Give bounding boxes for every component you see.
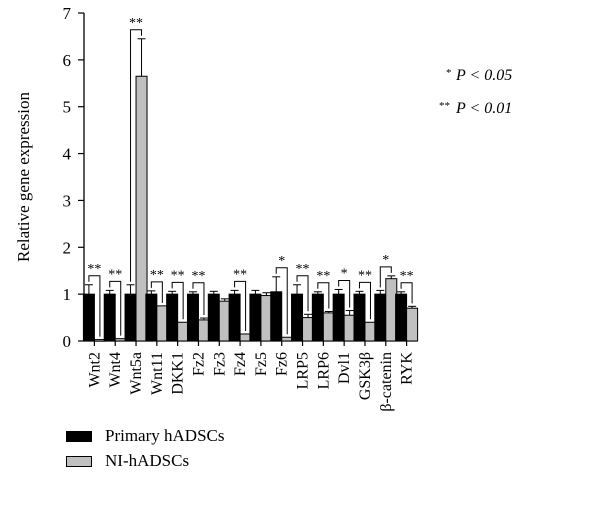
bar-primary (374, 293, 387, 342)
x-tick-label: Fz3 (211, 352, 228, 376)
x-tick-label: Wnt11 (149, 352, 166, 395)
significance-bracket (109, 280, 122, 336)
y-tick-label: 7 (63, 4, 72, 23)
y-tick-label: 0 (63, 332, 72, 351)
significance-note-p001: ** P < 0.01 (439, 100, 512, 117)
significance-bracket (171, 281, 184, 320)
significance-marker: ** (191, 269, 205, 284)
significance-bracket (400, 282, 413, 304)
bar-primary (249, 293, 262, 342)
significance-marker: ** (171, 268, 185, 283)
significance-marker: ** (150, 268, 164, 283)
x-tick-label: RYK (399, 352, 416, 385)
x-tick-label: β-catenin (378, 352, 395, 412)
bar-primary (103, 293, 116, 342)
significance-bracket (317, 282, 330, 309)
legend-item-primary: Primary hADSCs (66, 426, 224, 446)
significance-bracket (379, 266, 392, 288)
significance-marker: * (341, 266, 348, 281)
bar-primary (186, 293, 199, 342)
y-tick-label: 1 (63, 285, 72, 304)
significance-bracket (338, 279, 351, 308)
x-tick-label: Wnt4 (107, 352, 124, 388)
asterisk-symbol: * (446, 67, 452, 79)
x-tick-label: LRP5 (295, 352, 312, 389)
bar-primary (395, 293, 408, 342)
significance-bracket (88, 275, 101, 337)
bar-primary (270, 291, 283, 342)
x-tick-label: Fz5 (253, 352, 270, 376)
legend-item-ni: NI-hADSCs (66, 451, 189, 471)
y-tick-label: 6 (63, 51, 72, 70)
y-axis-label: Relative gene expression (14, 92, 33, 262)
x-tick-label: Dvl1 (336, 352, 353, 384)
legend-swatch-primary (66, 430, 92, 442)
p-value-text: P < 0.05 (455, 67, 512, 84)
significance-marker: ** (358, 268, 372, 283)
asterisk-symbol: ** (439, 100, 450, 112)
bar-primary (82, 293, 95, 342)
y-tick-label: 5 (63, 98, 72, 117)
significance-marker: ** (400, 269, 414, 284)
significance-bracket (275, 267, 288, 335)
bar-primary (291, 293, 304, 342)
bar-primary (332, 293, 345, 342)
x-tick-label: LRP6 (315, 352, 332, 389)
legend-label-ni: NI-hADSCs (105, 451, 190, 470)
significance-bracket (234, 280, 247, 331)
bar-primary (124, 293, 137, 342)
x-tick-label: Fz2 (190, 352, 207, 376)
bar-primary (166, 293, 179, 342)
y-tick-label: 4 (63, 145, 72, 164)
significance-marker: * (382, 253, 389, 268)
y-tick-label: 3 (63, 191, 72, 210)
bar-primary (145, 293, 158, 342)
bar-primary (207, 293, 220, 342)
significance-marker: ** (316, 269, 330, 284)
significance-bracket (130, 29, 143, 282)
x-tick-label: Wnt2 (86, 352, 103, 388)
legend-label-primary: Primary hADSCs (105, 426, 225, 445)
significance-marker: * (278, 254, 285, 269)
x-tick-label: Fz6 (274, 352, 291, 376)
significance-bracket (358, 281, 371, 320)
significance-marker: ** (296, 262, 310, 277)
x-tick-label: Fz4 (232, 352, 249, 376)
y-tick-label: 2 (63, 238, 72, 257)
bar-primary (311, 293, 324, 342)
x-tick-label: GSK3β (357, 352, 374, 400)
significance-bracket (192, 282, 205, 316)
significance-marker: ** (233, 267, 247, 282)
bar-primary (228, 293, 241, 342)
significance-marker: ** (129, 16, 143, 31)
significance-marker: ** (87, 262, 101, 277)
significance-bracket (150, 281, 163, 303)
x-tick-label: Wnt5a (128, 352, 145, 395)
x-tick-label: DKK1 (170, 352, 187, 395)
significance-marker: ** (108, 267, 122, 282)
significance-bracket (296, 275, 309, 312)
p-value-text: P < 0.01 (455, 100, 512, 117)
bar-primary (353, 293, 366, 342)
bar-ni (406, 307, 419, 342)
legend-swatch-ni (66, 455, 92, 467)
significance-note-p005: * P < 0.05 (446, 67, 512, 84)
